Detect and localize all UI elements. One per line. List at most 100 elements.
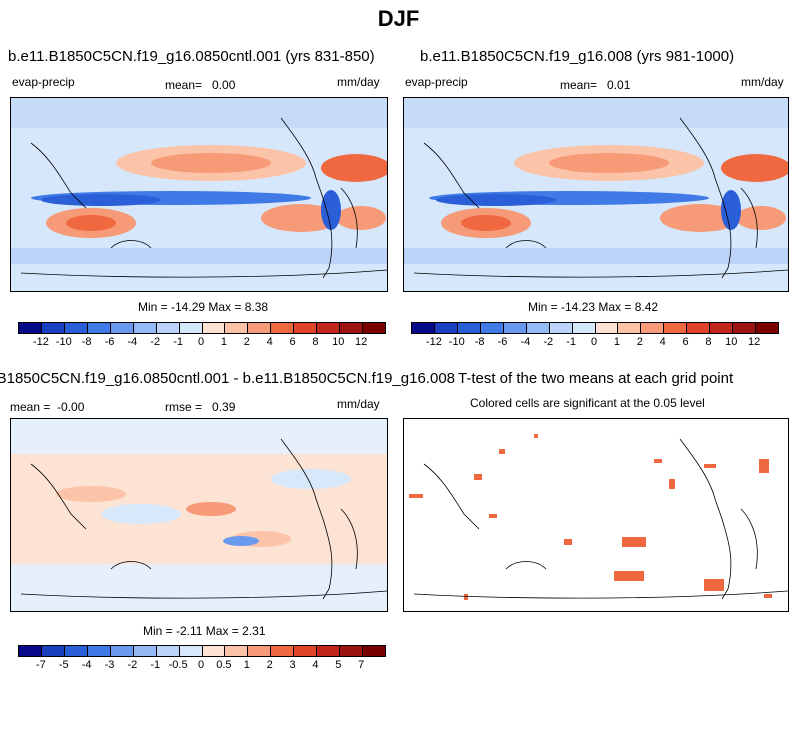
- panel1-map: [10, 97, 388, 292]
- panel1-colorbar-tick-label: -4: [127, 336, 138, 348]
- panel3-colorbar-tick-label: -7: [35, 659, 46, 671]
- panel2-variable: evap-precip: [405, 75, 468, 89]
- panel1-mean-value: 0.00: [212, 78, 236, 92]
- panel1-colorbar-swatch: [41, 323, 65, 333]
- panel1-minmax: Min = -14.29 Max = 8.38: [138, 300, 269, 314]
- panel1-colorbar-swatch: [19, 323, 42, 333]
- panel3-colorbar-swatch: [294, 646, 318, 656]
- panel3-colorbar-swatch: [271, 646, 295, 656]
- panel1-colorbar-swatch: [271, 323, 295, 333]
- panel1-colorbar-tick-label: 10: [332, 336, 345, 348]
- panel2-colorbar-swatch: [412, 323, 435, 333]
- panel1-colorbar-swatch: [294, 323, 318, 333]
- panel2-mean-label: mean=: [560, 78, 598, 92]
- panel3-title: b.e11.B1850C5CN.f19_g16.0850cntl.001 - b…: [0, 370, 455, 387]
- panel1-title: b.e11.B1850C5CN.f19_g16.0850cntl.001 (yr…: [8, 48, 375, 65]
- panel1-colorbar-tick-label: -1: [173, 336, 184, 348]
- panel3-colorbar: [18, 645, 386, 657]
- panel3-colorbar-tick-label: 0.5: [216, 659, 232, 671]
- panel1-colorbar-tick-label: 1: [220, 336, 227, 348]
- panel2-colorbar-swatch: [503, 323, 527, 333]
- panel1-colorbar-tick-label: 8: [312, 336, 319, 348]
- panel2-colorbar-swatch: [480, 323, 504, 333]
- panel3-colorbar-tick-label: 1: [243, 659, 250, 671]
- panel3-colorbar-tick-label: 2: [266, 659, 273, 671]
- panel2-title: b.e11.B1850C5CN.f19_g16.008 (yrs 981-100…: [420, 48, 735, 65]
- panel2-colorbar: [411, 322, 779, 334]
- panel1-mean-label: mean=: [165, 78, 203, 92]
- panel1-colorbar-swatch: [363, 323, 385, 333]
- panel3-colorbar-tick-label: 0: [197, 659, 205, 671]
- panel1-colorbar-swatch: [225, 323, 249, 333]
- panel2-colorbar-swatch: [526, 323, 550, 333]
- panel2-colorbar-swatch: [618, 323, 642, 333]
- panel2-map: [403, 97, 789, 292]
- panel3-rmse-value: 0.39: [212, 400, 236, 414]
- panel3-colorbar-swatch: [41, 646, 65, 656]
- panel3-colorbar-tick-label: -4: [81, 659, 92, 671]
- panel1-colorbar-swatch: [340, 323, 364, 333]
- panel1-colorbar-swatch: [179, 323, 203, 333]
- panel2-colorbar-swatch: [733, 323, 757, 333]
- panel2-colorbar-swatch: [641, 323, 665, 333]
- panel3-title-clip: b.e11.B1850C5CN.f19_g16.0850cntl.001 - b…: [0, 370, 455, 390]
- panel2-mean-value: 0.01: [607, 78, 631, 92]
- panel3-colorbar-tick-label: -2: [127, 659, 138, 671]
- panel3-colorbar-swatch: [179, 646, 203, 656]
- panel3-colorbar-swatch: [110, 646, 134, 656]
- panel1-colorbar-tick-label: 4: [266, 336, 273, 348]
- panel2-colorbar-tick-label: -2: [543, 336, 554, 348]
- panel3-colorbar-tick-label: -5: [58, 659, 69, 671]
- panel2-colorbar-tick-label: -4: [520, 336, 531, 348]
- panel2-colorbar-tick-label: 0: [590, 336, 598, 348]
- panel1-colorbar-tick-label: -8: [81, 336, 92, 348]
- panel3-colorbar-tick-label: 7: [358, 659, 365, 671]
- panel1-variable: evap-precip: [12, 75, 75, 89]
- panel4-subtitle: Colored cells are significant at the 0.0…: [470, 396, 705, 410]
- panel3-colorbar-tick-label: 3: [289, 659, 296, 671]
- panel2-colorbar-tick-label: 2: [636, 336, 643, 348]
- panel1-colorbar: [18, 322, 386, 334]
- panel2-colorbar-tick-label: -10: [448, 336, 465, 348]
- panel3-mean-value: -0.00: [57, 400, 85, 414]
- panel3-colorbar-swatch: [19, 646, 42, 656]
- panel1-colorbar-tick-label: 0: [197, 336, 205, 348]
- panel3-colorbar-swatch: [317, 646, 341, 656]
- panel1-colorbar-tick-label: -2: [150, 336, 161, 348]
- panel2-colorbar-swatch: [595, 323, 619, 333]
- panel3-colorbar-swatch: [202, 646, 226, 656]
- panel2-colorbar-tick-label: -8: [474, 336, 485, 348]
- panel2-units: mm/day: [741, 75, 784, 89]
- panel3-colorbar-swatch: [156, 646, 180, 656]
- panel1-colorbar-swatch: [87, 323, 111, 333]
- panel3-rmse: rmse = 0.39: [165, 400, 235, 414]
- panel2-colorbar-swatch: [710, 323, 734, 333]
- panel1-colorbar-tick-label: 12: [355, 336, 368, 348]
- panel3-colorbar-swatch: [225, 646, 249, 656]
- panel2-colorbar-tick-label: 6: [682, 336, 689, 348]
- panel1-colorbar-swatch: [202, 323, 226, 333]
- panel1-mean: mean= 0.00: [165, 78, 235, 92]
- panel2-colorbar-swatch: [457, 323, 481, 333]
- panel1-units: mm/day: [337, 75, 380, 89]
- panel3-colorbar-tick-label: -0.5: [168, 659, 188, 671]
- panel3-colorbar-swatch: [64, 646, 88, 656]
- panel2-colorbar-swatch: [756, 323, 778, 333]
- panel3-mean: mean = -0.00: [10, 400, 84, 414]
- panel3-colorbar-swatch: [363, 646, 385, 656]
- panel1-colorbar-tick-label: 6: [289, 336, 296, 348]
- panel1-colorbar-swatch: [64, 323, 88, 333]
- panel2-mean: mean= 0.01: [560, 78, 630, 92]
- panel3-map: [10, 418, 388, 612]
- panel4-map: [403, 418, 789, 612]
- panel3-mean-label: mean =: [10, 400, 51, 414]
- panel3-colorbar-swatch: [340, 646, 364, 656]
- panel2-minmax: Min = -14.23 Max = 8.42: [528, 300, 659, 314]
- panel3-minmax: Min = -2.11 Max = 2.31: [143, 624, 266, 638]
- panel2-colorbar-tick-label: 4: [659, 336, 666, 348]
- panel3-colorbar-tick-label: -3: [104, 659, 115, 671]
- panel2-colorbar-swatch: [664, 323, 688, 333]
- panel3-colorbar-tick-label: -1: [150, 659, 161, 671]
- panel1-colorbar-tick-label: -10: [55, 336, 72, 348]
- panel2-colorbar-tick-label: 1: [613, 336, 620, 348]
